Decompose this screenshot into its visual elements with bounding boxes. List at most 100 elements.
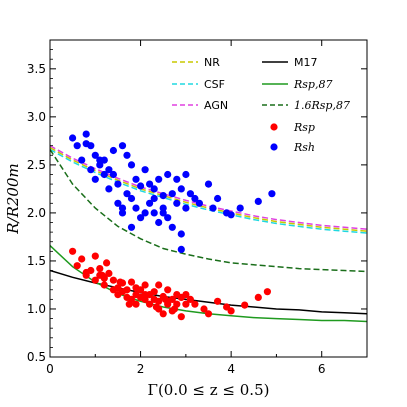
point-Rsh [195,199,203,207]
x-tick-label: 4 [227,362,235,376]
legend-label-M17: M17 [294,56,318,69]
point-Rsh [146,199,154,207]
point-Rsh [173,199,181,207]
point-Rsh [100,170,108,179]
legend-label-Rsp87x16: 1.6Rsp,87 [294,99,350,112]
x-tick-label: 6 [318,362,326,376]
series-layer [50,145,367,323]
point-Rsp [78,255,86,263]
point-Rsh [105,166,113,174]
point-Rsp [141,281,149,289]
point-Rsp [186,295,194,303]
point-Rsp [69,247,77,255]
point-Rsp [159,310,167,318]
point-Rsh [137,214,145,222]
point-Rsp [155,281,163,289]
point-Rsh [127,161,136,169]
point-Rsp [152,303,160,311]
point-Rsh [127,194,136,203]
legend-label-Rsp87: Rsp,87 [293,78,332,91]
point-Rsh [159,192,167,200]
point-Rsh [177,245,185,253]
legend-label-Rsh: Rsh [293,141,315,154]
point-Rsp [182,300,190,308]
point-Rsh [155,218,163,227]
point-Rsh [78,156,86,164]
point-Rsh [177,185,185,193]
point-Rsh [173,175,181,183]
point-Rsp [141,291,149,299]
point-Rsh [137,182,145,190]
point-Rsp [263,288,271,296]
point-Rsp [73,262,81,270]
point-Rsp [200,305,208,313]
point-Rsh [141,209,149,217]
point-Rsp [98,271,106,279]
point-Rsh [69,134,77,142]
point-Rsp [91,276,99,284]
point-Rsh [177,230,185,238]
point-Rsh [87,166,95,174]
point-Rsh [73,142,81,150]
x-tick-label: 2 [137,362,145,376]
legend-label-NR: NR [204,56,220,69]
point-Rsh [118,204,127,212]
point-Rsh [164,170,172,179]
point-Rsh [150,209,158,217]
point-Rsh [236,204,244,212]
point-Rsp [132,300,140,308]
point-Rsh [150,194,158,203]
point-Rsh [254,197,262,205]
legend-marker-Rsp [270,123,278,131]
point-Rsh [87,142,95,150]
point-Rsh [227,211,235,219]
point-Rsh [191,194,199,203]
point-Rsh [114,199,122,207]
y-tick-label: 2.5 [27,158,46,172]
legend-marker-Rsh [270,143,278,151]
y-tick-label: 3.5 [27,62,46,76]
point-Rsh [100,156,108,164]
y-tick-label: 0.5 [27,350,46,364]
point-Rsh [118,142,127,150]
point-Rsp [109,276,117,284]
y-tick-label: 2.0 [27,206,46,220]
y-tick-label: 1.5 [27,254,46,268]
point-Rsh [123,151,131,159]
point-Rsh [105,185,113,193]
point-Rsh [268,190,276,198]
series-line-Rsp87x16 [50,149,367,273]
y-axis-label: R/R200m [4,163,22,235]
x-tick-label: 0 [46,362,54,376]
point-Rsh [91,151,99,159]
point-Rsp [204,310,213,318]
point-Rsh [132,175,140,183]
legend-label-CSF: CSF [204,78,225,91]
point-Rsh [204,180,213,188]
legend-label-AGN: AGN [204,99,228,112]
point-Rsp [191,300,199,308]
point-Rsp [87,266,95,275]
y-tick-label: 3.0 [27,110,46,124]
point-Rsh [159,209,167,217]
point-Rsh [123,190,131,198]
point-Rsh [182,170,190,179]
plot-frame [49,39,368,358]
point-Rsh [146,180,154,188]
point-Rsh [168,223,176,231]
point-Rsh [150,185,158,193]
point-Rsp [105,269,113,277]
point-Rsp [182,291,190,299]
point-Rsp [123,286,131,294]
point-Rsp [103,259,111,267]
x-axis-label: Γ(0.0 ≤ z ≤ 0.5) [148,381,270,399]
points-layer [69,130,276,321]
point-Rsh [109,170,117,179]
point-Rsp [100,281,108,289]
point-Rsh [82,130,90,138]
point-Rsh [214,194,222,203]
y-tick-label: 1.0 [27,302,46,316]
point-Rsh [168,190,176,198]
point-Rsp [82,271,90,279]
